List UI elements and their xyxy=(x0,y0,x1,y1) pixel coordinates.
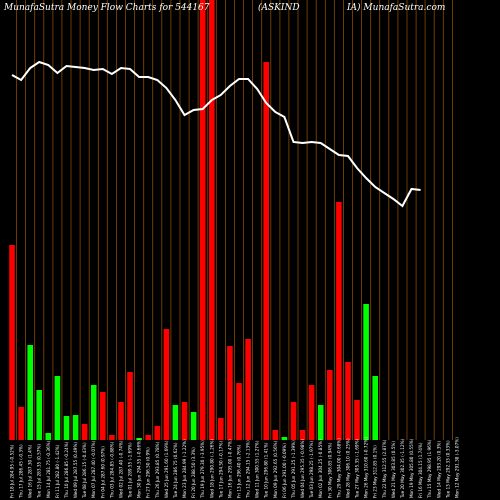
volume-bar xyxy=(281,437,288,440)
volume-bar xyxy=(18,407,24,440)
x-tick-label: Thu 15 May 298.95 (1.96%) xyxy=(427,439,432,499)
x-tick-label: Fri 27 Jun 296.50 (0.9%) xyxy=(146,447,151,498)
volume-bar xyxy=(9,245,15,440)
x-tick-label: Fri 23 May 312.85 (0.1%) xyxy=(373,445,378,498)
volume-bar xyxy=(136,438,142,440)
volume-bar xyxy=(236,383,242,440)
volume-bar xyxy=(299,430,306,440)
x-tick-label: Thu 12 Jun 294.15 (-2.13%) xyxy=(246,440,251,499)
x-tick-label: Wed 28 May 306.10 (0.25%) xyxy=(346,438,351,498)
x-tick-labels: Fri 18 Jul 284.95 (-0.52%) Thu 17 Jul 286… xyxy=(10,437,460,499)
x-tick-label: Mon 09 Jun 292.65 (0.56%) xyxy=(273,440,278,498)
x-tick-label: Wed 11 Jun 300.55 (1.27%) xyxy=(255,440,260,498)
volume-bars xyxy=(9,0,378,440)
x-tick-label: Wed 18 Jun 290.80 (-1.26%) xyxy=(209,439,214,498)
x-tick-label: Tue 13 May 292.33 (0.33%) xyxy=(445,440,450,499)
x-tick-label: Fri 13 Jun 296.40 (0.76%) xyxy=(237,444,242,498)
x-tick-label: Fri 06 Jun 291.00 (-0.09%) xyxy=(282,443,287,498)
volume-bar xyxy=(354,400,360,440)
volume-bar xyxy=(45,433,52,440)
volume-bar xyxy=(172,405,179,440)
price-line xyxy=(11,60,421,208)
volume-bar xyxy=(100,392,106,440)
volume-bar xyxy=(263,62,269,440)
x-tick-label: Fri 20 Jun 288.50 (3.3%) xyxy=(191,447,196,498)
x-tick-label: Tue 27 May 305.35 (-1.69%) xyxy=(355,438,360,499)
x-tick-label: Fri 30 May 306.85 (0.94%) xyxy=(327,442,332,498)
x-tick-label: Tue 03 Jun 298.25 (-1.97%) xyxy=(309,441,314,499)
vertical-gridlines xyxy=(16,0,453,440)
header-left: MunafaSutra Money Flow Charts for 544167 xyxy=(3,3,210,13)
volume-bar xyxy=(317,405,324,440)
x-tick-label: Wed 09 Jul 287.55 (0.49%) xyxy=(73,442,78,498)
x-tick-label: Thu 29 May 304.00 (-0.68%) xyxy=(336,438,341,499)
volume-bar xyxy=(127,372,133,440)
volume-bar xyxy=(272,430,279,440)
x-tick-label: Tue 08 Jul 286.15 (-0.43%) xyxy=(82,442,87,499)
x-tick-label: Wed 02 Jul 287.40 (-0.74%) xyxy=(119,440,124,498)
x-tick-label: Fri 11 Jul 282.80 (-1.42%) xyxy=(55,444,60,498)
x-tick-label: Thu 05 Jun 291.25 (-1.39%) xyxy=(291,440,296,499)
x-tick-label: Mon 12 May 291.38 (-3.07%) xyxy=(454,437,459,498)
volume-bar xyxy=(372,376,378,440)
x-tick-label: Tue 10 Jun 296.80 (1.41%) xyxy=(264,442,269,499)
volume-bar xyxy=(336,202,342,440)
volume-bar xyxy=(199,0,206,440)
x-tick-label: Mon 07 Jul 287.40 (-0.07%) xyxy=(91,440,96,498)
volume-bar xyxy=(290,402,297,440)
x-tick-label: Tue 24 Jun 286.75 (0.62%) xyxy=(173,442,178,499)
x-tick-label: Mon 26 May 310.60 (-0.72%) xyxy=(364,437,369,498)
volume-bar xyxy=(27,345,33,440)
x-tick-label: Thu 19 Jun 279.30 (-3.95%) xyxy=(200,440,205,499)
volume-bar xyxy=(163,329,170,440)
x-tick-label: Tue 17 Jun 294.50 (-0.17%) xyxy=(218,441,223,499)
volume-bar xyxy=(118,402,124,440)
x-tick-label: Wed 04 Jun 295.35 (-0.98%) xyxy=(300,439,305,498)
volume-bar xyxy=(72,415,79,440)
x-tick-label: Thu 10 Jul 286.85 (-0.24%) xyxy=(64,441,69,499)
header-right: IA) MunafaSutra.com xyxy=(346,2,445,13)
volume-bar xyxy=(209,0,215,440)
x-tick-label: Wed 16 Jul 287.30 (1.4%) xyxy=(28,444,33,498)
header-middle: (ASKIND xyxy=(258,2,300,13)
x-tick-label: Tue 20 May 302.35 (-1.12%) xyxy=(400,438,405,499)
x-tick-label: Thu 03 Jul 284.85 (-0.88%) xyxy=(109,441,114,499)
x-tick-label: Mon 02 Jun 304.25 (-0.85%) xyxy=(318,439,323,498)
x-tick-label: Mon 14 Jul 281.75 (-0.36%) xyxy=(46,440,51,498)
x-tick-label: Wed 14 May 293.20 (0.3%) xyxy=(436,441,441,498)
x-tick-label: Thu 26 Jun 293.85 (0.78%) xyxy=(155,441,160,499)
x-tick-label: Fri 16 May 304.15 (1.74%) xyxy=(418,442,423,498)
volume-bar xyxy=(109,435,115,440)
x-tick-label: Fri 04 Jul 287.60 (0.97%) xyxy=(100,446,105,498)
x-tick-label: Mon 30 Jun 294.55 (-0.66%) xyxy=(137,439,142,498)
volume-bar xyxy=(81,424,88,440)
x-tick-label: Wed 21 May 303.85 (0.5%) xyxy=(391,441,396,498)
x-tick-label: Fri 18 Jul 284.95 (-0.52%) xyxy=(10,444,15,498)
x-tick-label: Thu 22 May 312.55 (2.87%) xyxy=(382,439,387,499)
volume-bar xyxy=(181,402,188,440)
volume-bar xyxy=(63,416,70,440)
volume-bar xyxy=(36,390,42,440)
volume-bar xyxy=(227,346,233,440)
volume-bar xyxy=(190,412,197,440)
x-tick-label: Thu 17 Jul 286.45 (-0.3%) xyxy=(19,444,24,499)
volume-bar xyxy=(327,370,333,440)
volume-bar xyxy=(145,435,151,440)
volume-bar xyxy=(308,385,315,440)
volume-bar xyxy=(218,418,224,440)
x-tick-label: Mon 23 Jun 284.99 (-1.22%) xyxy=(182,439,187,498)
x-tick-label: Tue 15 Jul 283.35 (0.57%) xyxy=(37,444,42,499)
x-tick-label: Wed 25 Jun 291.60 (1.69%) xyxy=(164,440,169,498)
volume-bar xyxy=(363,304,369,440)
volume-bar xyxy=(345,362,351,440)
volume-bar xyxy=(54,376,61,440)
x-tick-label: Tue 01 Jul 289.55 (-1.69%) xyxy=(128,442,133,499)
volume-bar xyxy=(245,339,251,440)
volume-bar xyxy=(90,385,97,440)
volume-bar xyxy=(154,426,161,440)
x-tick-label: Mon 16 Jun 295.00 (-0.47%) xyxy=(227,439,232,498)
x-tick-label: Mon 19 May 305.80 (0.55%) xyxy=(409,438,414,498)
